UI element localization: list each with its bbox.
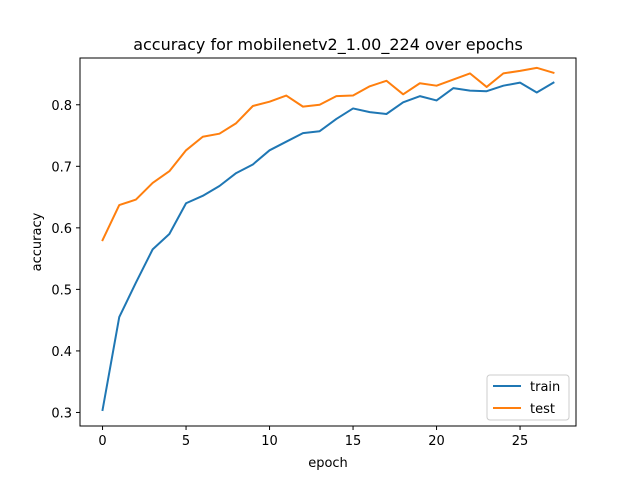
x-tick-label: 0 [98,434,106,449]
legend-label-test: test [530,402,555,417]
y-axis-ticks: 0.3 0.4 0.5 0.6 0.7 0.8 [51,99,80,421]
axes-frame [79,57,577,427]
y-tick-label: 0.7 [51,160,72,175]
x-axis-ticks: 0 5 10 15 20 25 [98,426,528,449]
x-tick-label: 10 [261,434,278,449]
x-tick-label: 20 [428,434,445,449]
x-axis-label: epoch [308,456,348,471]
y-tick-label: 0.4 [51,345,72,360]
x-tick-label: 15 [345,434,362,449]
y-tick-label: 0.3 [51,406,72,421]
series-line-test [101,66,555,242]
legend-label-train: train [530,380,560,395]
y-tick-label: 0.5 [51,283,72,298]
y-tick-label: 0.6 [51,222,72,237]
x-tick-label: 25 [512,434,529,449]
y-tick-label: 0.8 [51,99,72,114]
y-axis-label: accuracy [30,212,45,271]
series-line-train [101,81,555,412]
legend: train test [486,374,570,421]
series-lines [101,66,555,412]
x-tick-label: 5 [182,434,190,449]
chart-title: accuracy for mobilenetv2_1.00_224 over e… [133,35,523,55]
plot-area [79,57,577,427]
